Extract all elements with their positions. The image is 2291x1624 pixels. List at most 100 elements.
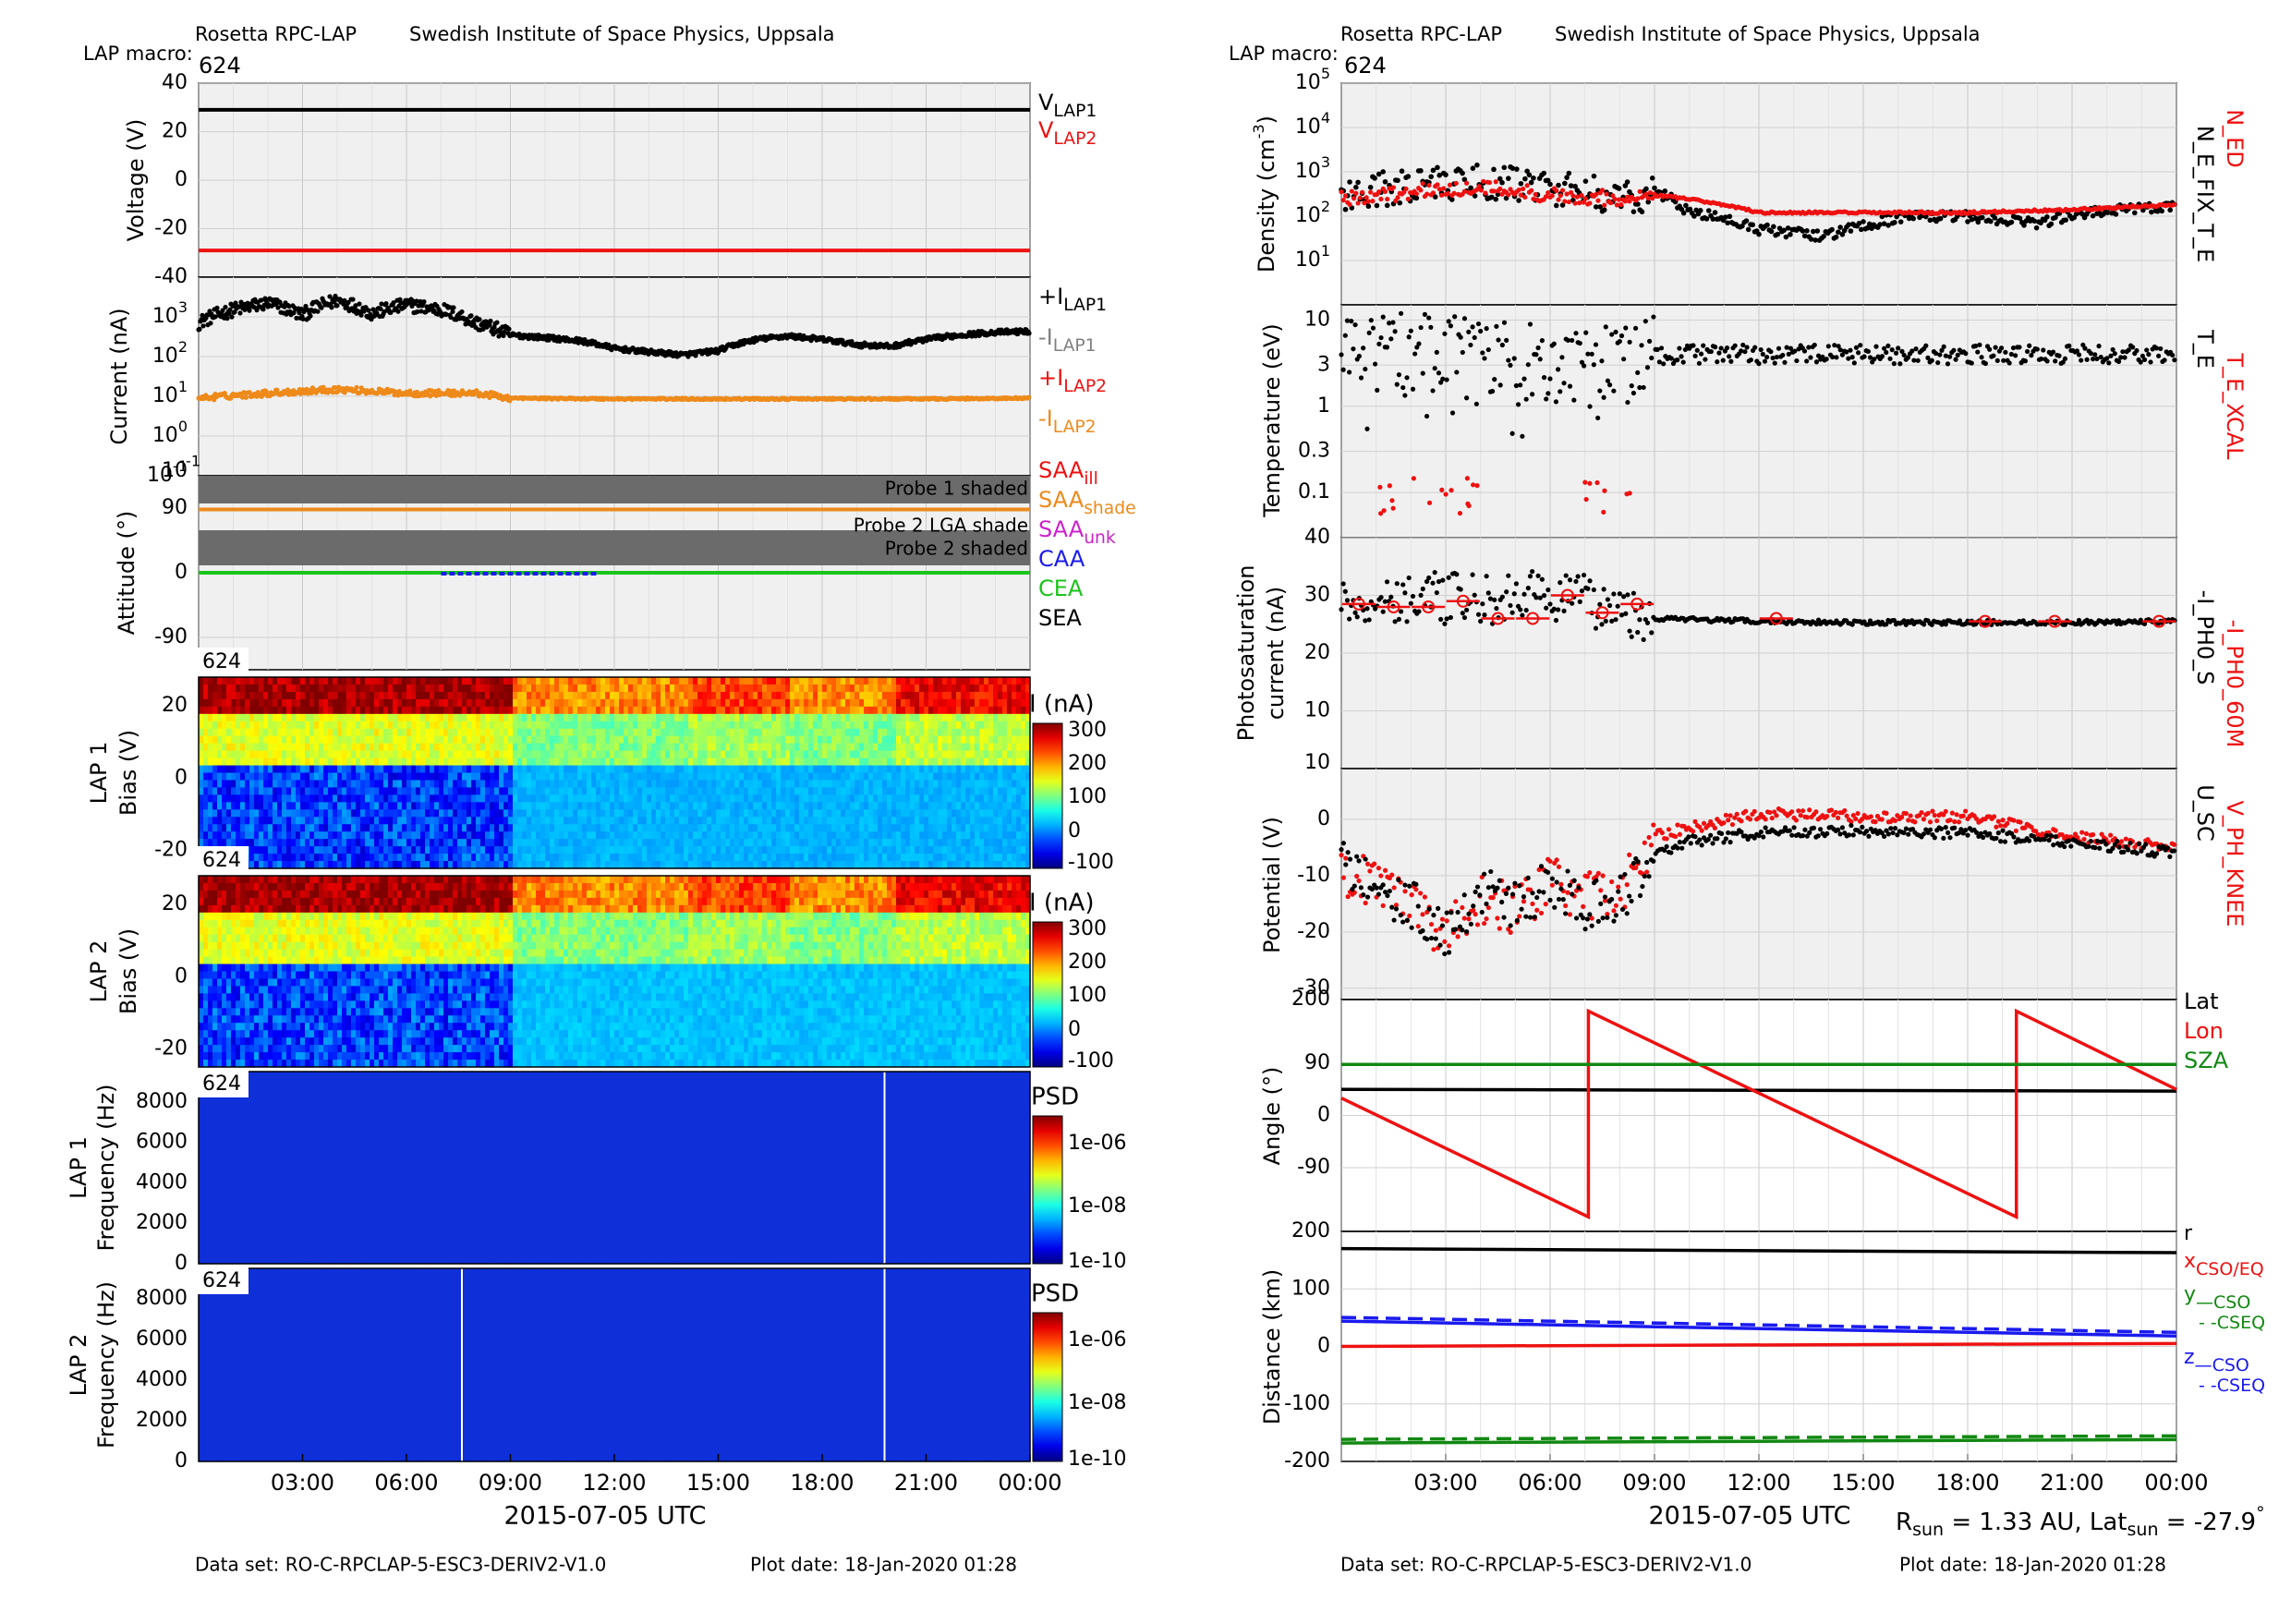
heatmap-cell xyxy=(725,714,731,722)
heatmap-cell xyxy=(531,699,537,708)
heatmap-cell xyxy=(614,758,620,767)
heatmap-cell xyxy=(217,699,223,708)
heatmap-cell xyxy=(730,758,735,767)
heatmap-cell xyxy=(199,831,204,840)
heatmap-cell xyxy=(508,751,514,759)
heatmap-cell xyxy=(471,677,477,685)
current-legend: -ILAP1 xyxy=(1038,324,1097,356)
heatmap-cell xyxy=(485,692,491,700)
heatmap-cell xyxy=(439,758,444,767)
heatmap-cell xyxy=(448,729,454,737)
heatmap-cell xyxy=(545,721,551,730)
heatmap-cell xyxy=(457,729,463,737)
footer-plotdate: Plot date: 18-Jan-2020 01:28 xyxy=(1899,1554,2166,1576)
heatmap-cell xyxy=(259,839,264,847)
heatmap-cell xyxy=(485,854,491,862)
voltage-legend: VLAP2 xyxy=(1038,117,1097,149)
current-legend: -ILAP2 xyxy=(1038,406,1097,437)
heatmap-cell xyxy=(697,766,703,774)
heatmap-cell xyxy=(467,817,472,825)
heatmap-cell xyxy=(490,714,495,722)
current-point xyxy=(197,327,201,332)
heatmap-cell xyxy=(203,809,209,818)
heatmap-cell xyxy=(411,817,417,825)
heatmap-cell xyxy=(425,707,430,715)
heatmap-cell xyxy=(457,802,463,810)
heatmap-cell xyxy=(226,685,232,693)
attitude-legend: SAAill xyxy=(1038,457,1098,489)
heatmap-cell xyxy=(300,758,306,767)
heatmap-cell xyxy=(254,773,260,782)
heatmap-cell xyxy=(711,773,717,782)
heatmap-cell xyxy=(734,758,740,767)
heatmap-cell xyxy=(342,839,347,847)
heatmap-cell xyxy=(711,677,717,685)
heatmap-cell xyxy=(365,794,370,803)
heatmap-cell xyxy=(268,773,273,782)
heatmap-cell xyxy=(296,721,301,730)
macro-label: LAP macro: xyxy=(1229,42,1339,65)
heatmap-cell xyxy=(499,707,504,715)
heatmap-cell xyxy=(531,794,537,803)
heatmap-cell xyxy=(337,677,343,685)
heatmap-cell xyxy=(226,780,232,788)
heatmap-cell xyxy=(536,794,541,803)
heatmap-cell xyxy=(448,824,454,832)
heatmap-cell xyxy=(490,766,495,774)
heatmap-cell xyxy=(739,729,745,737)
heatmap-cell xyxy=(471,824,477,832)
heatmap-cell xyxy=(402,802,407,810)
heatmap-cell xyxy=(226,802,232,810)
heatmap-cell xyxy=(605,802,611,810)
heatmap-cell xyxy=(240,787,246,795)
header-institute: Swedish Institute of Space Physics, Upps… xyxy=(409,23,835,45)
heatmap-cell xyxy=(309,758,315,767)
heatmap-cell xyxy=(573,773,578,782)
heatmap-cell xyxy=(383,854,389,862)
heatmap-cell xyxy=(490,736,495,745)
footer-plotdate: Plot date: 18-Jan-2020 01:28 xyxy=(750,1554,1017,1576)
heatmap-cell xyxy=(674,773,680,782)
heatmap-cell xyxy=(393,699,398,708)
heatmap-cell xyxy=(753,824,758,832)
heatmap-cell xyxy=(591,817,597,825)
heatmap-cell xyxy=(480,758,486,767)
heatmap-cell xyxy=(508,744,514,752)
heatmap-cell xyxy=(494,839,500,847)
heatmap-cell xyxy=(494,831,500,840)
heatmap-cell xyxy=(351,773,357,782)
heatmap-cell xyxy=(550,699,555,708)
heatmap-cell xyxy=(545,751,551,759)
heatmap-cell xyxy=(711,766,717,774)
heatmap-cell xyxy=(527,846,532,854)
heatmap-cell xyxy=(633,780,638,788)
heatmap-cell xyxy=(665,854,671,862)
heatmap-cell xyxy=(517,817,523,825)
heatmap-cell xyxy=(564,773,569,782)
heatmap-cell xyxy=(296,714,301,722)
heatmap-cell xyxy=(434,802,440,810)
heatmap-cell xyxy=(721,817,726,825)
heatmap-cell xyxy=(416,773,421,782)
heatmap-cell xyxy=(356,766,361,774)
heatmap-cell xyxy=(587,707,592,715)
heatmap-cell xyxy=(416,854,421,862)
heatmap-cell xyxy=(314,677,320,685)
heatmap-cell xyxy=(762,707,768,715)
heatmap-cell xyxy=(711,809,717,818)
heatmap-cell xyxy=(300,714,306,722)
heatmap-cell xyxy=(564,794,569,803)
heatmap-cell xyxy=(245,831,250,840)
heatmap-cell xyxy=(342,831,347,840)
heatmap-cell xyxy=(259,699,264,708)
heatmap-cell xyxy=(314,692,320,700)
heatmap-cell xyxy=(503,809,509,818)
heatmap-cell xyxy=(721,854,726,862)
heatmap-cell xyxy=(596,780,601,788)
header-instrument: Rosetta RPC-LAP xyxy=(1340,23,1502,45)
heatmap-cell xyxy=(633,766,638,774)
heatmap-cell xyxy=(527,787,532,795)
heatmap-cell xyxy=(707,729,712,737)
heatmap-cell xyxy=(457,846,463,854)
heatmap-cell xyxy=(309,802,315,810)
